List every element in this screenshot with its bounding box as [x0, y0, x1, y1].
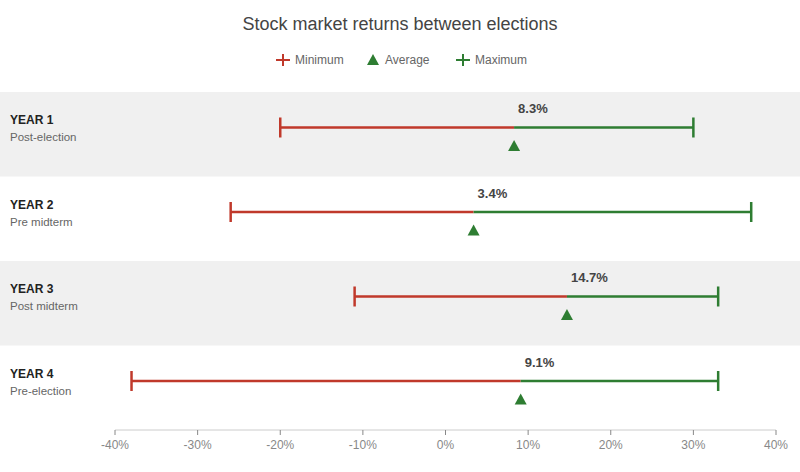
tick	[445, 430, 446, 435]
range-low	[231, 211, 474, 214]
x-axis: -40% -30% -20% -10% 0% 10% 20% 30% 40%	[101, 430, 788, 452]
range-end	[750, 202, 753, 222]
tick-label: -40%	[101, 438, 129, 452]
average-marker	[561, 309, 573, 320]
category-label: YEAR 1	[10, 113, 54, 127]
range-end	[353, 286, 356, 306]
range-high	[474, 211, 752, 214]
legend-label: Average	[385, 53, 430, 67]
category-sublabel: Post midterm	[10, 300, 78, 312]
data-label: 3.4%	[478, 186, 508, 201]
average-marker	[515, 394, 527, 405]
tick	[197, 430, 198, 435]
tick-label: 20%	[599, 438, 623, 452]
tick	[115, 430, 116, 435]
chart: Stock market returns between elections Mi…	[0, 0, 800, 472]
data-label: 9.1%	[525, 355, 555, 370]
legend: Minimum Average Maximum	[276, 53, 527, 67]
tick	[776, 430, 777, 435]
category-sublabel: Post-election	[10, 131, 76, 143]
legend-label: Maximum	[475, 53, 527, 67]
range-high	[514, 126, 693, 129]
marks	[132, 117, 752, 404]
range-low	[132, 380, 521, 383]
labels: 8.3% YEAR 1 Post-election 3.4% YEAR 2 Pre mid…	[10, 101, 608, 397]
data-label: 14.7%	[571, 270, 608, 285]
legend-swatch	[462, 54, 464, 66]
range-end	[717, 286, 720, 306]
range-low	[280, 126, 514, 129]
category-label: YEAR 4	[10, 367, 54, 381]
tick	[528, 430, 529, 435]
range-high	[567, 295, 718, 298]
category-sublabel: Pre midterm	[10, 216, 73, 228]
range-low	[355, 295, 567, 298]
range-high	[521, 380, 718, 383]
legend-item: Minimum	[276, 53, 344, 67]
row-band	[0, 261, 800, 346]
tick-label: -10%	[349, 438, 377, 452]
title: Stock market returns between elections	[242, 14, 557, 34]
tick-label: 40%	[764, 438, 788, 452]
average-marker	[508, 140, 520, 151]
range-end	[130, 371, 133, 391]
legend-swatch	[282, 54, 284, 66]
tick-label: 0%	[437, 438, 455, 452]
row-band	[0, 92, 800, 177]
tick	[693, 430, 694, 435]
tick	[610, 430, 611, 435]
data-label: 8.3%	[518, 101, 548, 116]
tick-label: 30%	[681, 438, 705, 452]
legend-item: Average	[367, 53, 430, 67]
tick	[362, 430, 363, 435]
category-label: YEAR 2	[10, 198, 54, 212]
range-end	[692, 117, 695, 137]
tick-label: 10%	[516, 438, 540, 452]
category-sublabel: Pre-election	[10, 385, 71, 397]
range-end	[279, 117, 282, 137]
legend-swatch	[367, 54, 379, 65]
average-marker	[468, 225, 480, 236]
range-end	[717, 371, 720, 391]
category-label: YEAR 3	[10, 282, 54, 296]
tick	[280, 430, 281, 435]
tick-label: -20%	[266, 438, 294, 452]
legend-label: Minimum	[295, 53, 344, 67]
legend-item: Maximum	[456, 53, 527, 67]
tick-label: -30%	[184, 438, 212, 452]
row-backgrounds	[0, 92, 800, 346]
range-end	[229, 202, 232, 222]
